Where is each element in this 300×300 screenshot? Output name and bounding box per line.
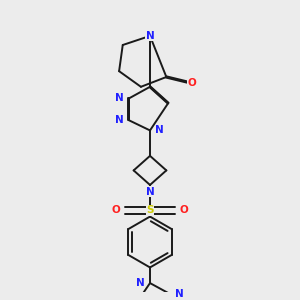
Text: N: N: [176, 289, 184, 299]
Text: N: N: [115, 93, 124, 103]
Text: O: O: [180, 206, 189, 215]
Text: N: N: [136, 278, 145, 288]
Text: O: O: [188, 78, 196, 88]
Text: N: N: [115, 115, 124, 125]
Text: S: S: [146, 206, 154, 215]
Text: N: N: [155, 125, 164, 135]
Text: N: N: [146, 31, 154, 41]
Text: O: O: [111, 206, 120, 215]
Text: N: N: [146, 187, 154, 197]
